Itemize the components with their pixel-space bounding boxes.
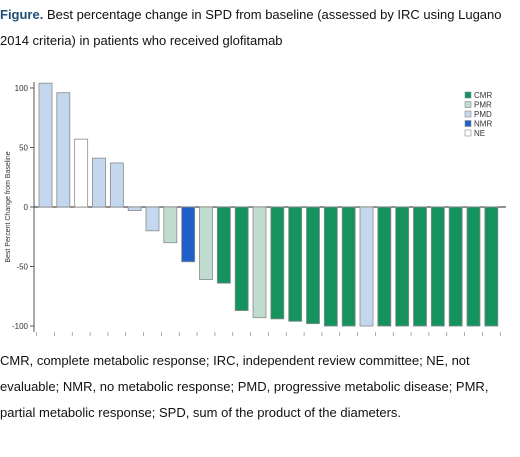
legend-label-pmd: PMD (474, 110, 492, 119)
legend-swatch-pmd (464, 110, 472, 118)
y-tick-label: 0 (24, 203, 29, 212)
legend-label-cmr: CMR (474, 91, 492, 100)
bar-pmd (145, 206, 160, 232)
waterfall-chart: 100 50 0 -50 -100 Best Percent Change from Ba… (0, 78, 520, 346)
bar-cmr (377, 206, 392, 327)
bar-pmr (199, 206, 213, 281)
legend-label-nmr: NMR (474, 120, 492, 129)
bar-pmd (92, 157, 106, 208)
y-tick-label: 50 (19, 143, 28, 152)
y-tick-label: -100 (12, 322, 29, 331)
bar-cmr (413, 206, 427, 327)
bar-nmr (181, 206, 196, 263)
bar-cmr (270, 206, 285, 320)
bar-pmd (109, 162, 124, 208)
legend-label-pmr: PMR (474, 101, 492, 110)
legend-swatch-pmr (464, 101, 472, 108)
chart-bars (38, 82, 499, 327)
bar-cmr (466, 206, 481, 327)
chart-axes: 100 50 0 -50 -100 Best Percent Change from Ba… (5, 82, 506, 336)
bar-pmd (359, 206, 374, 327)
figure-label: Figure. (0, 7, 44, 22)
bar-cmr (234, 206, 249, 311)
bar-pmr (252, 206, 267, 319)
y-tick-label: -50 (16, 263, 28, 272)
bar-pmd (127, 206, 142, 211)
bar-cmr (484, 206, 499, 327)
legend-swatch-cmr (464, 91, 472, 99)
y-axis-title: Best Percent Change from Baseline (5, 151, 12, 262)
figure-caption: Figure. Best percentage change in SPD fr… (0, 2, 515, 54)
bar-cmr (288, 206, 303, 322)
bar-cmr (306, 206, 320, 325)
bar-cmr (430, 206, 445, 327)
bar-cmr (341, 206, 356, 327)
bar-pmd (38, 82, 53, 208)
bar-cmr (448, 206, 463, 327)
legend-swatch-nmr (464, 120, 472, 127)
figure-caption-text: Best percentage change in SPD from basel… (0, 7, 502, 48)
abbreviations-footnote: CMR, complete metabolic response; IRC, i… (0, 353, 489, 420)
bar-pmr (163, 206, 178, 244)
y-tick-label: 100 (15, 84, 29, 93)
legend-label-ne: NE (474, 129, 485, 138)
bar-cmr (216, 206, 231, 284)
bar-pmd (56, 92, 71, 208)
bar-cmr (323, 206, 338, 327)
bar-cmr (395, 206, 410, 327)
legend-swatch-ne (464, 129, 472, 137)
bar-ne (74, 138, 89, 208)
waterfall-chart-svg: 100 50 0 -50 -100 Best Percent Change from Ba… (5, 82, 506, 336)
